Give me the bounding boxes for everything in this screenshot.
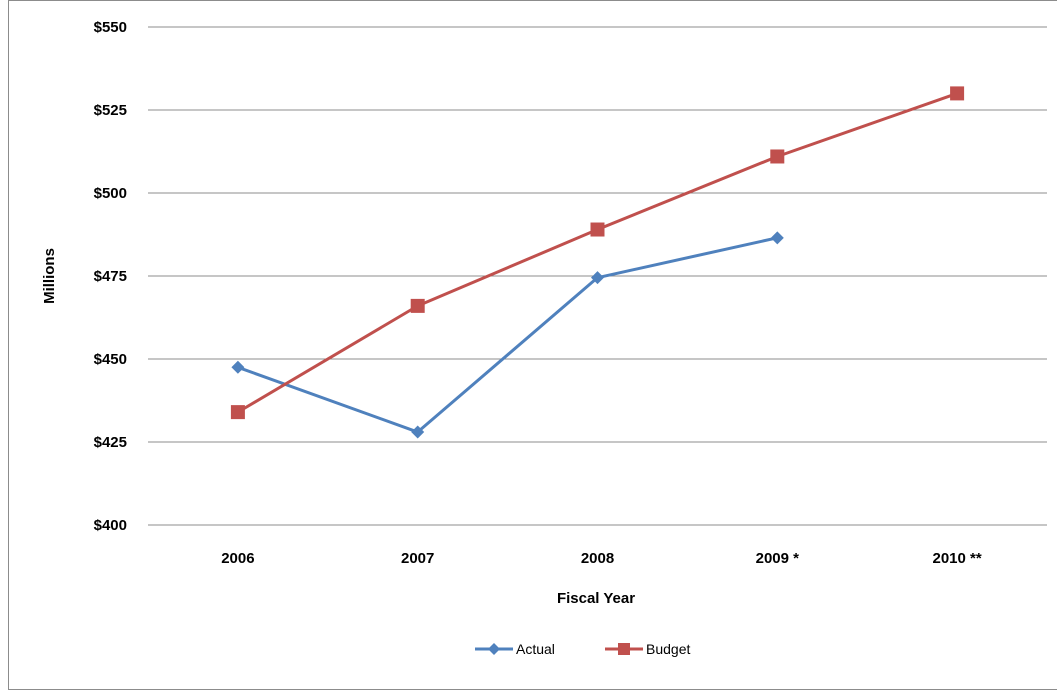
data-point [591, 271, 604, 285]
legend-item-actual: Actual [475, 641, 555, 657]
gridlines [148, 26, 1047, 526]
legend-label: Actual [516, 641, 555, 657]
legend-label: Budget [646, 641, 690, 657]
y-tick-label: $550 [94, 19, 127, 36]
legend: Actual Budget [475, 641, 690, 657]
data-point [410, 298, 425, 313]
chart-area [8, 0, 1057, 690]
x-tick-label: 2010 ** [932, 550, 981, 567]
data-point [231, 360, 245, 374]
y-tick-label: $475 [94, 268, 127, 285]
y-tick-label: $450 [94, 351, 127, 368]
y-axis-title: Millions [41, 248, 58, 304]
legend-item-budget: Budget [605, 641, 690, 657]
y-axis-ticks: $400 $425 $450 $475 $500 $525 $550 [94, 19, 127, 534]
x-tick-label: 2009 * [756, 550, 800, 567]
data-point [950, 86, 965, 101]
data-point [230, 405, 245, 420]
legend-marker [618, 643, 630, 655]
y-tick-label: $525 [94, 102, 127, 119]
x-axis-title: Fiscal Year [557, 590, 635, 607]
series-line-actual [237, 236, 778, 434]
y-tick-label: $425 [94, 434, 127, 451]
data-point [411, 425, 425, 439]
x-axis-ticks: 2006 2007 2008 2009 * 2010 ** [221, 550, 982, 567]
series-line-budget [237, 91, 958, 414]
legend-marker [488, 643, 500, 655]
y-tick-label: $500 [94, 185, 127, 202]
x-tick-label: 2007 [401, 550, 434, 567]
y-tick-label: $400 [94, 517, 127, 534]
line-chart: $400$425$450$475$500$525$550 2006 2007 200… [41, 19, 1047, 657]
x-tick-label: 2006 [221, 550, 254, 567]
data-point [590, 222, 605, 237]
data-point [770, 149, 785, 164]
series-lines [230, 86, 965, 439]
x-tick-label: 2008 [581, 550, 614, 567]
data-point [770, 231, 784, 245]
